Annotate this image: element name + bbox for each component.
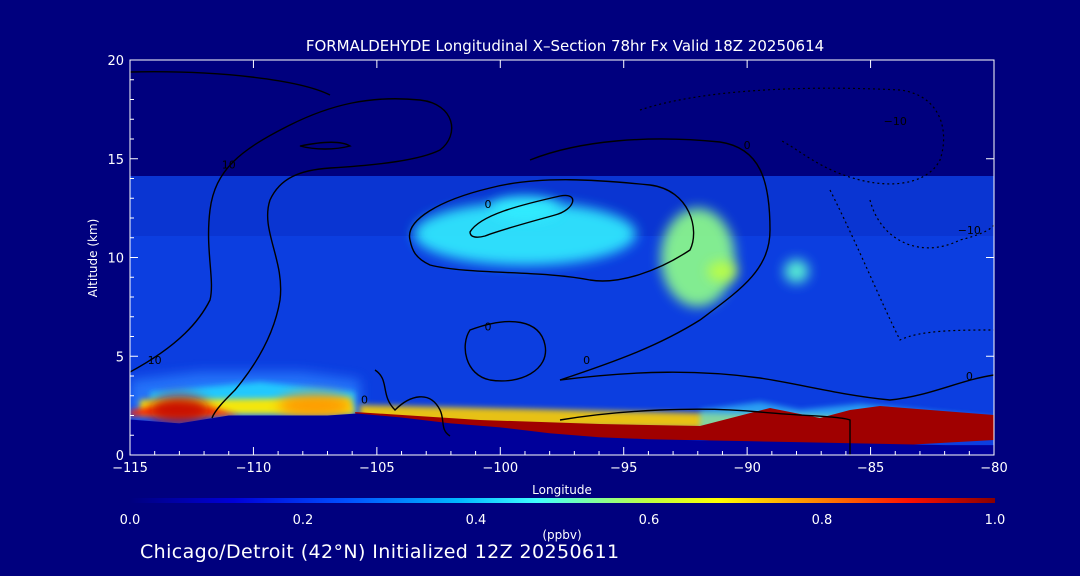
contour-10-west bbox=[130, 98, 453, 419]
colorbar-tick-label-1: 0.2 bbox=[293, 513, 314, 528]
contour-small-loop bbox=[299, 141, 352, 150]
contour-label-7: 0 bbox=[966, 370, 973, 383]
hotspot-2 bbox=[413, 202, 637, 266]
contour-label-6: 0 bbox=[361, 394, 368, 407]
colorbar-tick-label-5: 1.0 bbox=[985, 513, 1006, 528]
hotspot-6 bbox=[490, 196, 560, 220]
contour-0-inner bbox=[469, 194, 574, 238]
colorbar-unit-label: (ppbv) bbox=[542, 528, 581, 542]
y-tick-label-3: 15 bbox=[107, 153, 124, 168]
surface-high-concentration bbox=[355, 406, 994, 448]
x-tick-label-5: −90 bbox=[733, 461, 760, 476]
y-tick-label-1: 5 bbox=[116, 350, 124, 365]
colorbar-ticks: 0.0 0.2 0.4 0.6 0.8 1.0 bbox=[120, 513, 1006, 528]
contour-0-east bbox=[529, 138, 771, 381]
x-tick-label-6: −85 bbox=[857, 461, 884, 476]
colorbar-gradient bbox=[130, 498, 995, 503]
colorbar-tick-label-2: 0.4 bbox=[466, 513, 487, 528]
contour-label-layer: 10 10 0 0 0 0 0 0 −10 −10 bbox=[148, 115, 981, 406]
contour-surface bbox=[559, 408, 851, 455]
y-tick-label-2: 10 bbox=[107, 252, 124, 267]
hotspot-1 bbox=[278, 393, 353, 418]
x-tick-label-1: −110 bbox=[236, 461, 272, 476]
y-tick-label-0: 0 bbox=[116, 449, 124, 464]
hotspot-layer bbox=[149, 196, 809, 424]
hotspot-3 bbox=[660, 208, 735, 307]
plot-area: 10 10 0 0 0 0 0 0 −10 −10 bbox=[130, 60, 994, 455]
contour-label-2: 0 bbox=[484, 198, 491, 211]
contour-label-8: −10 bbox=[884, 115, 907, 128]
colorbar: 0.0 0.2 0.4 0.6 0.8 1.0 (ppbv) bbox=[120, 498, 1006, 542]
contour-label-1: 10 bbox=[148, 354, 162, 367]
x-tick-label-2: −105 bbox=[359, 461, 395, 476]
contour-neg10-upper bbox=[639, 87, 945, 185]
contour-label-9: −10 bbox=[958, 224, 981, 237]
x-tick-label-0: −115 bbox=[112, 461, 148, 476]
terrain-layer bbox=[130, 413, 994, 455]
x-tick-label-3: −100 bbox=[482, 461, 518, 476]
x-axis: −115 −110 −105 −100 −95 −90 −85 −80 bbox=[112, 60, 1008, 476]
footer-subtitle: Chicago/Detroit (42°N) Initialized 12Z 2… bbox=[140, 541, 620, 563]
y-axis: 0 5 10 15 20 bbox=[107, 54, 994, 464]
contour-0-low-east bbox=[559, 371, 994, 401]
contour-label-4: 0 bbox=[484, 321, 491, 334]
contour-0-mid-loop bbox=[464, 320, 547, 382]
y-tick-label-4: 20 bbox=[107, 54, 124, 69]
y-axis-label: Altitude (km) bbox=[86, 219, 100, 298]
x-tick-label-4: −95 bbox=[610, 461, 637, 476]
contour-0-upper-cloud bbox=[408, 179, 695, 282]
contour-label-3: 0 bbox=[744, 139, 751, 152]
contour-0-low-west bbox=[374, 369, 451, 437]
terrain-shape bbox=[130, 413, 994, 455]
contour-neg10-east bbox=[829, 189, 994, 341]
colorbar-tick-label-4: 0.8 bbox=[812, 513, 833, 528]
hotspot-0 bbox=[149, 395, 209, 424]
x-axis-label: Longitude bbox=[532, 483, 592, 497]
contour-label-0: 10 bbox=[222, 159, 236, 172]
chart-title: FORMALDEHYDE Longitudinal X–Section 78hr… bbox=[306, 37, 824, 55]
hotspot-4 bbox=[707, 261, 738, 282]
contour-label-5: 0 bbox=[583, 354, 590, 367]
hotspot-5 bbox=[784, 259, 809, 284]
x-tick-label-7: −80 bbox=[980, 461, 1007, 476]
contour-lines bbox=[130, 71, 994, 455]
colorbar-tick-label-0: 0.0 bbox=[120, 513, 141, 528]
contour-upper-left bbox=[130, 71, 331, 96]
colorbar-tick-label-3: 0.6 bbox=[639, 513, 660, 528]
negative-contours bbox=[639, 87, 994, 341]
